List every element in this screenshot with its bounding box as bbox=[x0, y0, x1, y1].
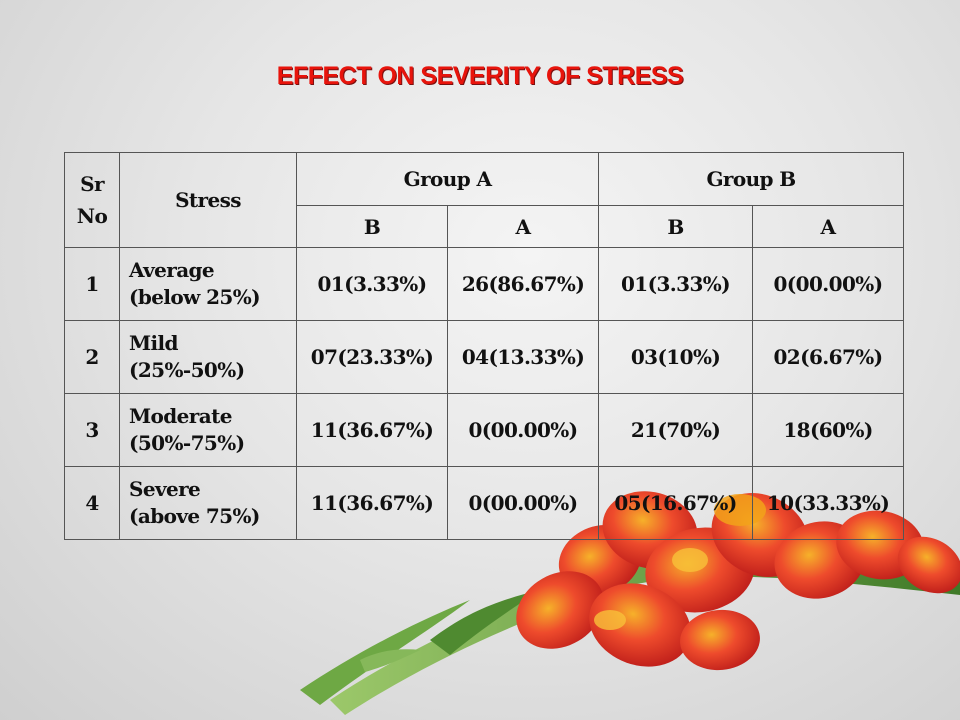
table-subheader-row: B A B A bbox=[65, 205, 905, 248]
stress-severity-table: Sr No Stress Group A Group B B A B A 1 A… bbox=[64, 152, 905, 540]
header-group-a: Group A bbox=[295, 152, 600, 206]
group-a-before-cell: 11(36.67%) bbox=[296, 466, 448, 540]
group-b-before-cell: 01(3.33%) bbox=[598, 247, 754, 321]
group-a-after-cell: 04(13.33%) bbox=[446, 320, 600, 394]
subheader-group-a-b: B bbox=[296, 205, 448, 248]
stress-level-label: Severe bbox=[129, 477, 201, 501]
group-a-after-cell: 26(86.67%) bbox=[446, 247, 600, 321]
group-a-after-cell: 0(00.00%) bbox=[446, 466, 600, 540]
sr-no-cell: 3 bbox=[64, 393, 120, 467]
stress-level-cell: Average (below 25%) bbox=[119, 247, 297, 321]
slide-title: EFFECT ON SEVERITY OF STRESS bbox=[276, 62, 684, 90]
subheader-group-b-a: A bbox=[752, 205, 905, 248]
group-b-after-cell: 18(60%) bbox=[752, 393, 905, 467]
group-b-before-cell: 05(16.67%) bbox=[598, 466, 754, 540]
sr-no-cell: 1 bbox=[64, 247, 120, 321]
stress-range-label: (50%-75%) bbox=[129, 431, 245, 455]
sr-no-cell: 2 bbox=[64, 320, 120, 394]
stress-level-cell: Mild (25%-50%) bbox=[119, 320, 297, 394]
stress-range-label: (25%-50%) bbox=[129, 358, 245, 382]
header-group-b: Group B bbox=[598, 152, 905, 206]
table-row: 1 Average (below 25%) 01(3.33%) 26(86.67… bbox=[64, 247, 905, 321]
group-b-before-cell: 21(70%) bbox=[598, 393, 754, 467]
table-row: 3 Moderate (50%-75%) 11(36.67%) 0(00.00%… bbox=[64, 393, 905, 467]
group-b-after-cell: 0(00.00%) bbox=[752, 247, 905, 321]
stress-level-label: Mild bbox=[129, 331, 179, 355]
subheader-group-a-a: A bbox=[446, 205, 600, 248]
header-stress: Stress bbox=[119, 152, 297, 248]
sr-no-cell: 4 bbox=[64, 466, 120, 540]
group-a-before-cell: 07(23.33%) bbox=[296, 320, 448, 394]
subheader-group-b-b: B bbox=[598, 205, 754, 248]
group-b-after-cell: 10(33.33%) bbox=[752, 466, 905, 540]
stress-level-label: Average bbox=[129, 258, 215, 282]
table-row: 4 Severe (above 75%) 11(36.67%) 0(00.00%… bbox=[64, 466, 905, 540]
stress-range-label: (below 25%) bbox=[129, 285, 261, 309]
stress-level-label: Moderate bbox=[129, 404, 232, 428]
stress-range-label: (above 75%) bbox=[129, 504, 260, 528]
group-a-before-cell: 01(3.33%) bbox=[296, 247, 448, 321]
group-b-before-cell: 03(10%) bbox=[598, 320, 754, 394]
group-a-before-cell: 11(36.67%) bbox=[296, 393, 448, 467]
table-row: 2 Mild (25%-50%) 07(23.33%) 04(13.33%) 0… bbox=[64, 320, 905, 394]
group-b-after-cell: 02(6.67%) bbox=[752, 320, 905, 394]
header-sr-no: Sr No bbox=[64, 152, 120, 248]
group-a-after-cell: 0(00.00%) bbox=[446, 393, 600, 467]
stress-level-cell: Severe (above 75%) bbox=[119, 466, 297, 540]
table-header-row: Sr No Stress Group A Group B bbox=[64, 152, 905, 248]
stress-level-cell: Moderate (50%-75%) bbox=[119, 393, 297, 467]
